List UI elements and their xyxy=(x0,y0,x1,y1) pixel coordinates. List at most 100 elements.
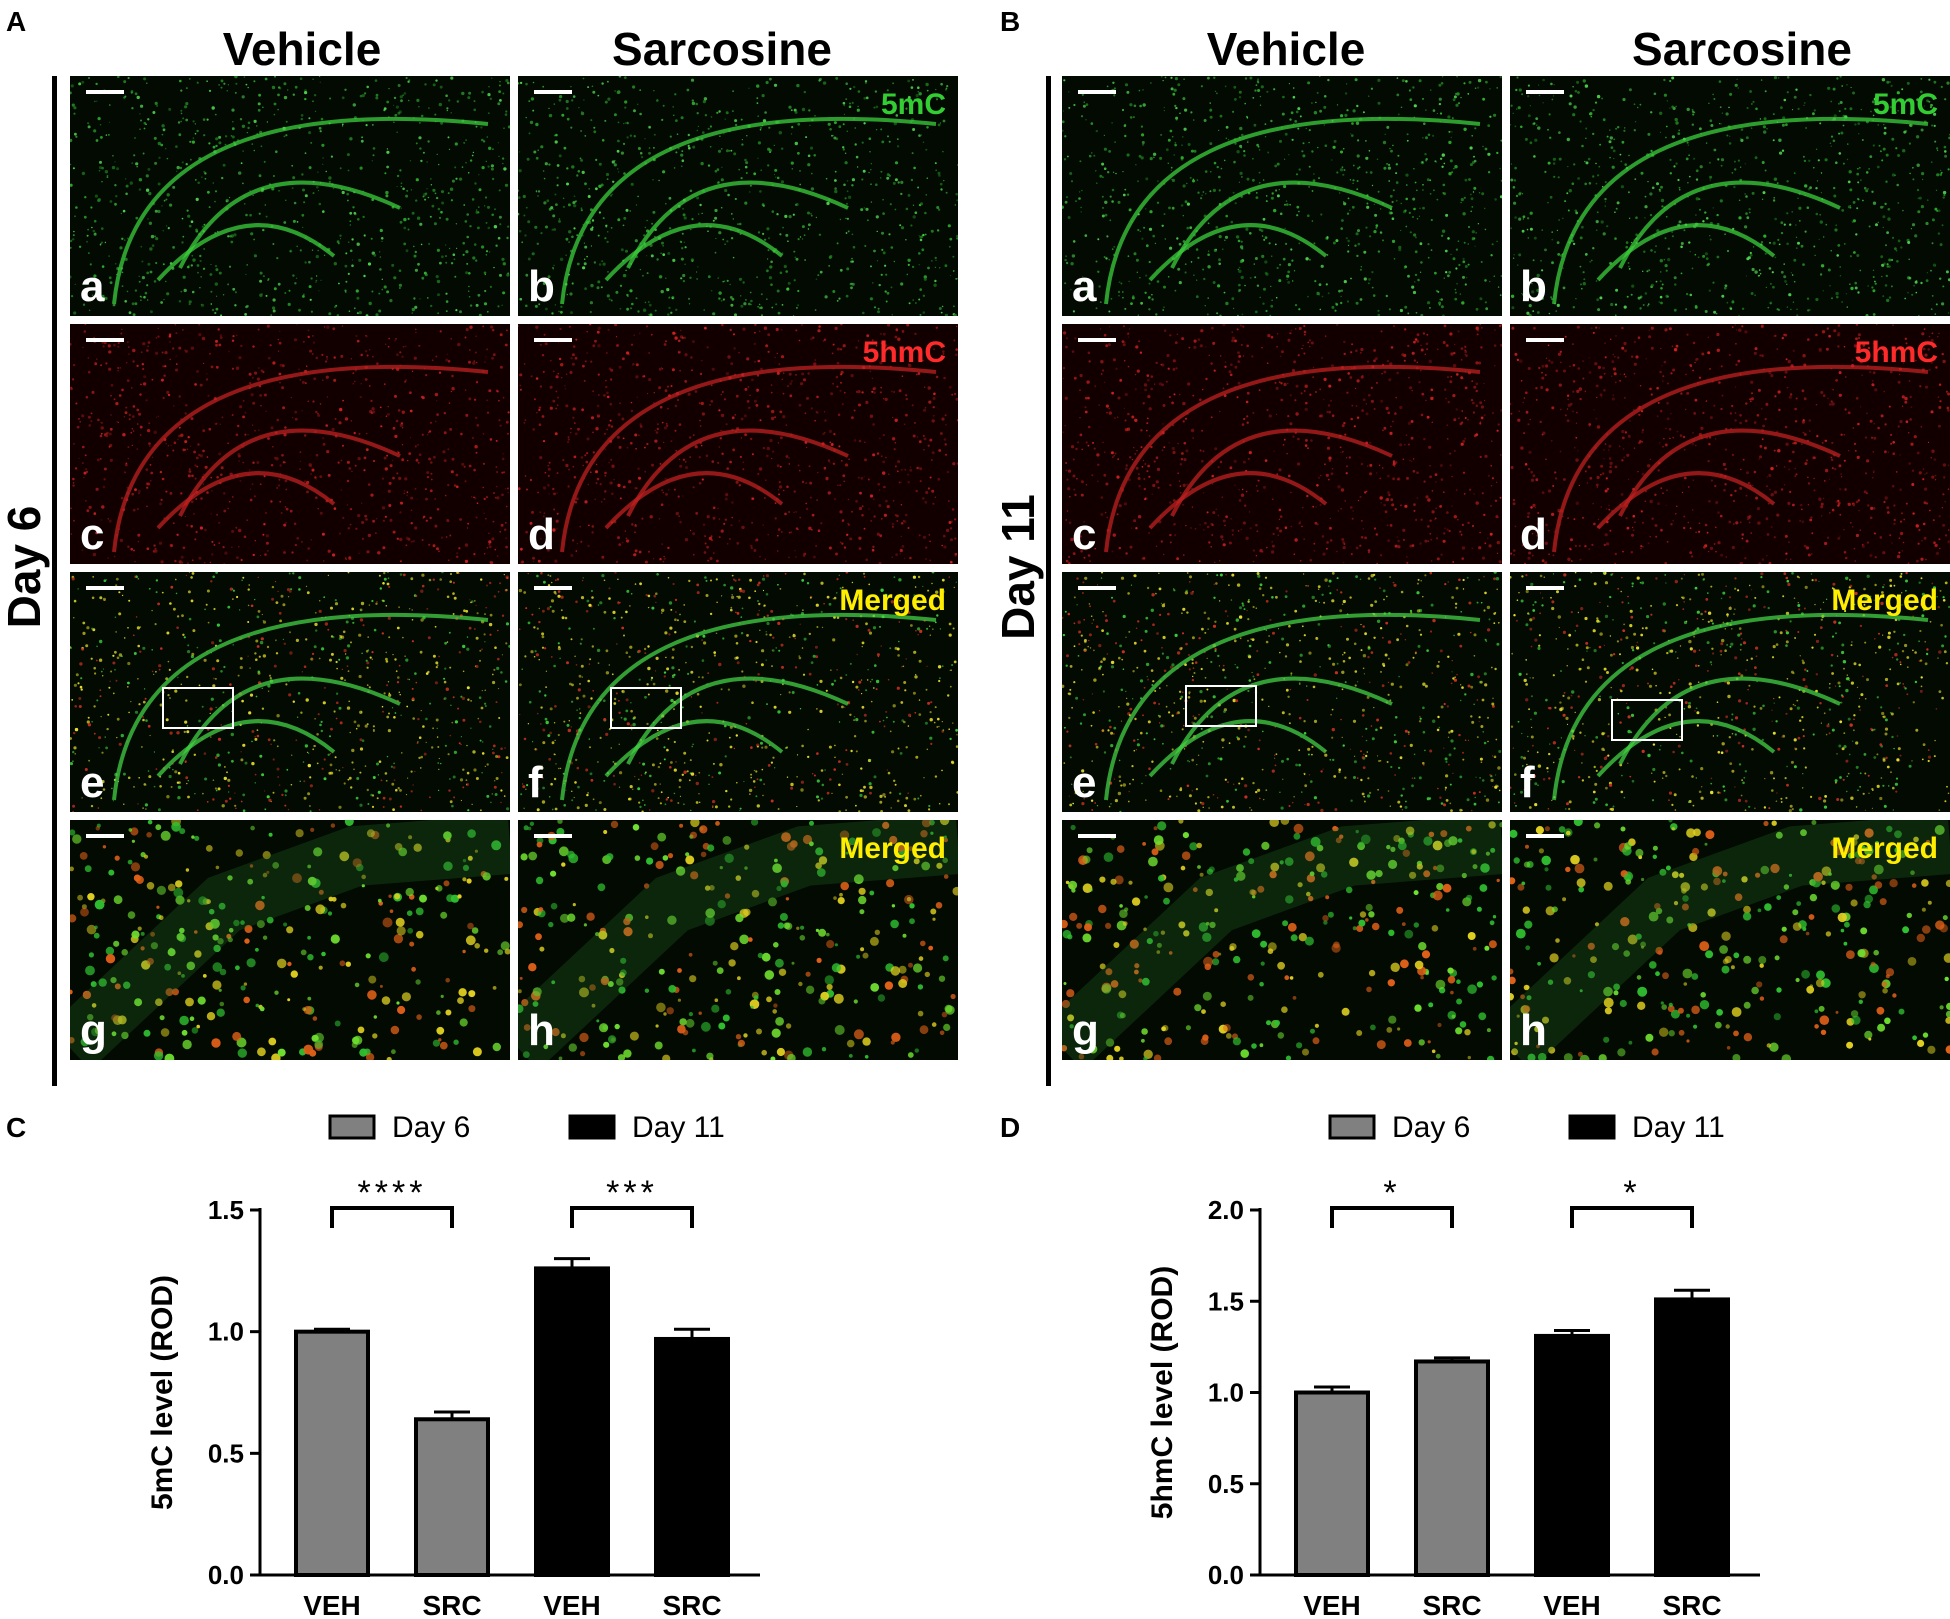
scale-bar xyxy=(534,586,572,590)
significance-label: *** xyxy=(606,1174,658,1212)
micrograph-image xyxy=(518,324,958,564)
micrograph-a-d: 5hmC d xyxy=(518,324,958,564)
micrograph-image xyxy=(70,324,510,564)
sub-panel-letter: d xyxy=(1520,510,1547,559)
bar xyxy=(414,1417,490,1577)
legend-label: Day 11 xyxy=(1632,1111,1725,1144)
significance-label: **** xyxy=(358,1174,427,1212)
sub-panel-letter: a xyxy=(80,262,105,311)
bar xyxy=(1414,1359,1490,1577)
micrograph-a-g: g xyxy=(70,820,510,1060)
micrograph-image xyxy=(518,820,958,1060)
row-label-day11: Day 11 xyxy=(992,494,1044,640)
channel-label: 5mC xyxy=(1872,88,1938,121)
scale-bar xyxy=(86,90,124,94)
sub-panel-letter: h xyxy=(528,1006,555,1055)
channel-label: Merged xyxy=(839,832,946,865)
bar xyxy=(294,1329,370,1577)
micrograph-image xyxy=(518,76,958,316)
channel-label: Merged xyxy=(1831,832,1938,865)
micrograph-image xyxy=(518,572,958,812)
micrograph-b-h: Merged h xyxy=(1510,820,1950,1060)
roi-box xyxy=(1611,699,1684,742)
y-tick-label: 1.5 xyxy=(208,1195,244,1225)
error-bar xyxy=(314,1327,350,1332)
legend-label: Day 11 xyxy=(632,1111,725,1144)
significance-bracket xyxy=(1330,1206,1454,1228)
sub-panel-letter: f xyxy=(528,758,543,807)
sub-panel-letter: a xyxy=(1072,262,1097,311)
micrograph-b-b: 5mC b xyxy=(1510,76,1950,316)
significance-bracket xyxy=(330,1206,454,1228)
x-tick-label: VEH xyxy=(1303,1590,1361,1619)
significance-bracket xyxy=(1570,1206,1694,1228)
y-tick-label: 1.0 xyxy=(1208,1378,1244,1408)
roi-box xyxy=(610,687,683,730)
channel-label: 5hmC xyxy=(862,336,946,369)
micrograph-image xyxy=(1062,820,1502,1060)
error-bar xyxy=(1434,1356,1470,1362)
scale-bar xyxy=(86,338,124,342)
micrograph-a-h: Merged h xyxy=(518,820,958,1060)
micrograph-image xyxy=(1510,820,1950,1060)
x-tick-label: VEH xyxy=(1543,1590,1601,1619)
x-tick-label: VEH xyxy=(303,1590,361,1619)
panel-letter-b: B xyxy=(1000,6,1021,37)
micrograph-a-f: Merged f xyxy=(518,572,958,812)
error-bar xyxy=(674,1327,710,1339)
sub-panel-letter: d xyxy=(528,510,555,559)
column-header-sarcosine-a: Sarcosine xyxy=(612,23,832,75)
scale-bar xyxy=(1078,338,1116,342)
bar xyxy=(1534,1333,1610,1577)
sub-panel-letter: b xyxy=(528,262,555,311)
panel-letter-d: D xyxy=(1000,1112,1021,1143)
micrograph-b-c: c xyxy=(1062,324,1502,564)
micrograph-image xyxy=(1062,572,1502,812)
scale-bar xyxy=(1526,90,1564,94)
scale-bar xyxy=(1078,90,1116,94)
channel-label: Merged xyxy=(1831,584,1938,617)
row-label-day6: Day 6 xyxy=(0,505,50,629)
error-bar xyxy=(1554,1328,1590,1336)
error-bar xyxy=(1674,1288,1710,1300)
column-header-vehicle-a: Vehicle xyxy=(222,23,382,75)
sub-panel-letter: g xyxy=(1072,1006,1099,1055)
y-tick-label: 1.0 xyxy=(208,1317,244,1347)
x-tick-label: SRC xyxy=(1422,1590,1481,1619)
chart-5mc: Day 6 Day 11 0.0 0.5 1.0 1.5 5mC level (ROD) VE… xyxy=(146,1111,760,1619)
sub-panel-letter: e xyxy=(80,758,105,807)
scale-bar xyxy=(86,586,124,590)
row-bracket-b xyxy=(1046,76,1051,1086)
y-tick-label: 2.0 xyxy=(1208,1195,1244,1225)
scale-bar xyxy=(86,834,124,838)
micrograph-image xyxy=(1510,572,1950,812)
micrograph-image xyxy=(70,572,510,812)
bar xyxy=(534,1266,610,1577)
sub-panel-letter: c xyxy=(80,510,105,559)
micrograph-a-e: e xyxy=(70,572,510,812)
channel-label: 5hmC xyxy=(1854,336,1938,369)
significance-bracket xyxy=(570,1206,694,1228)
column-header-vehicle-b: Vehicle xyxy=(1206,23,1366,75)
x-tick-label: SRC xyxy=(422,1590,481,1619)
legend-swatch xyxy=(1568,1114,1616,1140)
y-tick-label: 0.5 xyxy=(1208,1469,1244,1499)
y-tick-label: 0.5 xyxy=(208,1438,244,1468)
micrograph-b-a: a xyxy=(1062,76,1502,316)
sub-panel-letter: c xyxy=(1072,510,1097,559)
scale-bar xyxy=(1078,834,1116,838)
channel-label: Merged xyxy=(839,584,946,617)
micrograph-image xyxy=(1510,324,1950,564)
scale-bar xyxy=(1526,586,1564,590)
sub-panel-letter: h xyxy=(1520,1006,1547,1055)
micrograph-image xyxy=(1062,324,1502,564)
scale-bar xyxy=(534,90,572,94)
scale-bar xyxy=(534,834,572,838)
y-tick-label: 0.0 xyxy=(208,1560,244,1590)
scale-bar xyxy=(1526,834,1564,838)
legend-swatch xyxy=(568,1114,616,1140)
sub-panel-letter: e xyxy=(1072,758,1097,807)
bar xyxy=(1654,1297,1730,1578)
sub-panel-letter: f xyxy=(1520,758,1535,807)
micrograph-a-b: 5mC b xyxy=(518,76,958,316)
